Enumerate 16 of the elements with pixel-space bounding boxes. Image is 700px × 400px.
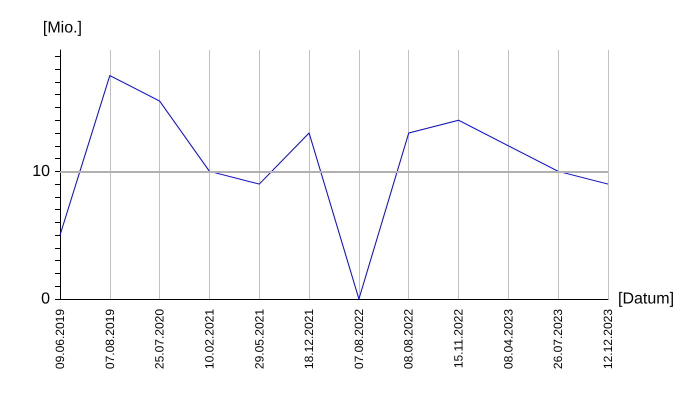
x-tick-label: 25.07.2020 <box>152 308 167 370</box>
x-tick-label: 26.07.2023 <box>551 308 566 370</box>
x-tick-label: 08.04.2023 <box>501 308 516 370</box>
x-tick-label: 12.12.2023 <box>601 308 615 370</box>
y-axis-title: [Mio.] <box>42 20 82 36</box>
x-tick-label: 15.11.2022 <box>452 308 466 368</box>
y-tick-label: 0 <box>41 290 50 308</box>
y-tick-label: 10 <box>32 162 50 180</box>
x-tick-label: 09.06.2019 <box>53 308 67 370</box>
x-axis-title: [Datum] <box>618 290 674 308</box>
x-tick-label: 08.08.2022 <box>402 308 416 370</box>
x-tick-label: 29.05.2021 <box>252 308 266 370</box>
x-tick-label: 10.02.2021 <box>202 308 216 370</box>
x-tick-label: 18.12.2021 <box>302 308 316 370</box>
x-tick-label: 07.08.2019 <box>102 308 117 370</box>
x-tick-label: 07.08.2022 <box>352 308 366 370</box>
